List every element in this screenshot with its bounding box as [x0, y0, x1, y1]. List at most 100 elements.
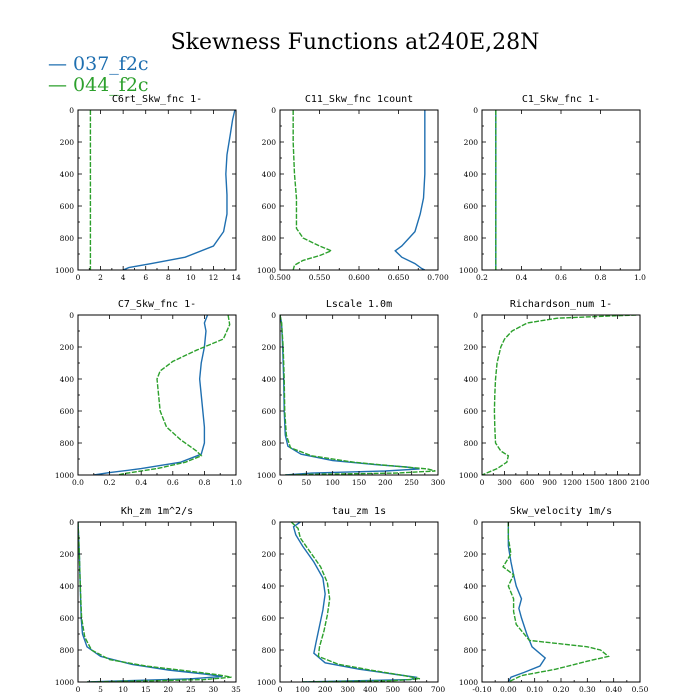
x-tick-label: 0.40: [605, 685, 622, 694]
x-tick-label: 20: [164, 685, 174, 694]
y-tick-label: 600: [262, 407, 277, 416]
plot-frame: [481, 314, 641, 476]
panel-3: C1_Skw_fnc 1- 0.2 0.4 0.6 0.8 1.0 0 200 400 600 80…: [459, 94, 646, 282]
x-tick-label: 4: [121, 273, 126, 282]
x-tick-label: 15: [141, 685, 151, 694]
y-tick-label: 200: [464, 343, 479, 352]
y-tick-label: 1000: [257, 678, 276, 687]
series-line-044_f2c: [502, 522, 610, 682]
x-tick-label: 1200: [563, 478, 582, 487]
x-tick-label: 50: [302, 478, 312, 487]
y-tick-label: 1000: [55, 471, 74, 480]
x-tick-label: 0.10: [526, 685, 543, 694]
series-line-044_f2c: [78, 522, 232, 682]
series-line-044_f2c: [280, 315, 436, 475]
x-tick-label: -0.10: [472, 685, 491, 694]
x-tick-label: 0.550: [309, 273, 331, 282]
panel-4: C7_Skw_fnc 1- 0.0 0.2 0.4 0.6 0.8 1.0 0 200 400 60…: [55, 299, 242, 487]
y-tick-label: 0: [271, 106, 276, 115]
x-tick-label: 100: [326, 478, 341, 487]
y-tick-label: 1000: [55, 678, 74, 687]
plot-frame: [279, 314, 439, 476]
x-tick-label: 0.600: [348, 273, 370, 282]
x-tick-label: 30: [209, 685, 219, 694]
plot-frame: [279, 521, 439, 683]
x-tick-label: 500: [386, 685, 401, 694]
series-line-044_f2c: [290, 522, 421, 682]
x-tick-label: 0.00: [500, 685, 517, 694]
y-tick-label: 400: [262, 582, 277, 591]
y-tick-label: 600: [60, 202, 75, 211]
y-tick-label: 400: [60, 170, 75, 179]
x-tick-label: 0: [480, 478, 485, 487]
x-tick-label: 8: [166, 273, 171, 282]
y-tick-label: 400: [464, 170, 479, 179]
x-tick-label: 300: [497, 478, 512, 487]
x-tick-label: 0.4: [135, 478, 147, 487]
y-tick-label: 200: [60, 138, 75, 147]
y-tick-label: 200: [262, 138, 277, 147]
series-line-044_f2c: [117, 315, 231, 475]
x-tick-label: 0.20: [553, 685, 570, 694]
x-tick-label: 0.6: [555, 273, 567, 282]
panel-8: tau_zm 1s 0 100 200 300 400 500 600 700 0 200 400 60…: [257, 506, 445, 694]
x-tick-label: 35: [231, 685, 241, 694]
y-tick-label: 1000: [459, 266, 478, 275]
y-tick-label: 1000: [257, 266, 276, 275]
x-tick-label: 0.2: [104, 478, 116, 487]
y-tick-label: 400: [60, 582, 75, 591]
series-line-037_f2c: [507, 522, 547, 682]
x-tick-label: 0: [76, 273, 81, 282]
panel-title: tau_zm 1s: [332, 506, 386, 517]
x-tick-label: 14: [231, 273, 241, 282]
x-tick-label: 10: [118, 685, 128, 694]
y-tick-label: 1000: [257, 471, 276, 480]
x-tick-label: 400: [363, 685, 378, 694]
series-line-037_f2c: [394, 110, 426, 270]
x-tick-label: 1500: [585, 478, 604, 487]
x-tick-label: 0.4: [516, 273, 528, 282]
y-tick-label: 800: [60, 234, 75, 243]
x-tick-label: 2: [98, 273, 103, 282]
x-tick-label: 0.8: [198, 478, 210, 487]
y-tick-label: 0: [473, 106, 478, 115]
x-tick-label: 0.30: [579, 685, 596, 694]
series-line-044_f2c: [482, 315, 637, 475]
x-tick-label: 0.0: [72, 478, 84, 487]
y-tick-label: 0: [271, 311, 276, 320]
panel-title: C7_Skw_fnc 1-: [118, 299, 196, 310]
x-tick-label: 150: [352, 478, 367, 487]
panel-9: Skw_velocity 1m/s -0.10 0.00 0.10 0.20 0.30 0.…: [459, 506, 649, 694]
y-tick-label: 800: [464, 646, 479, 655]
y-tick-label: 1000: [459, 678, 478, 687]
y-tick-label: 800: [262, 439, 277, 448]
y-tick-label: 800: [464, 439, 479, 448]
y-tick-label: 0: [69, 311, 74, 320]
x-tick-label: 0: [278, 478, 283, 487]
panel-title: Skw_velocity 1m/s: [510, 506, 612, 517]
x-tick-label: 900: [543, 478, 558, 487]
y-tick-label: 0: [473, 311, 478, 320]
y-tick-label: 800: [464, 234, 479, 243]
series-line-037_f2c: [280, 315, 420, 475]
panel-6: Richardson_num 1-0 300 600 900 1200 1500 1800 2…: [459, 299, 650, 487]
y-tick-label: 400: [262, 170, 277, 179]
legend-entry-044: — 044_f2c: [48, 74, 149, 96]
y-tick-label: 600: [464, 202, 479, 211]
legend-entry-037: — 037_f2c: [48, 53, 149, 75]
x-tick-label: 1.0: [634, 273, 646, 282]
y-tick-label: 0: [271, 518, 276, 527]
y-tick-label: 200: [464, 138, 479, 147]
x-tick-label: 300: [431, 478, 446, 487]
plot-frame: [279, 109, 439, 271]
series-line-044_f2c: [292, 110, 334, 270]
y-tick-label: 1000: [55, 266, 74, 275]
y-tick-label: 600: [464, 614, 479, 623]
x-tick-label: 0: [278, 685, 283, 694]
x-tick-label: 600: [520, 478, 535, 487]
panel-title: Lscale 1.0m: [326, 299, 392, 310]
panel-title: Kh_zm 1m^2/s: [121, 506, 193, 517]
y-tick-label: 400: [464, 375, 479, 384]
y-tick-label: 400: [60, 375, 75, 384]
